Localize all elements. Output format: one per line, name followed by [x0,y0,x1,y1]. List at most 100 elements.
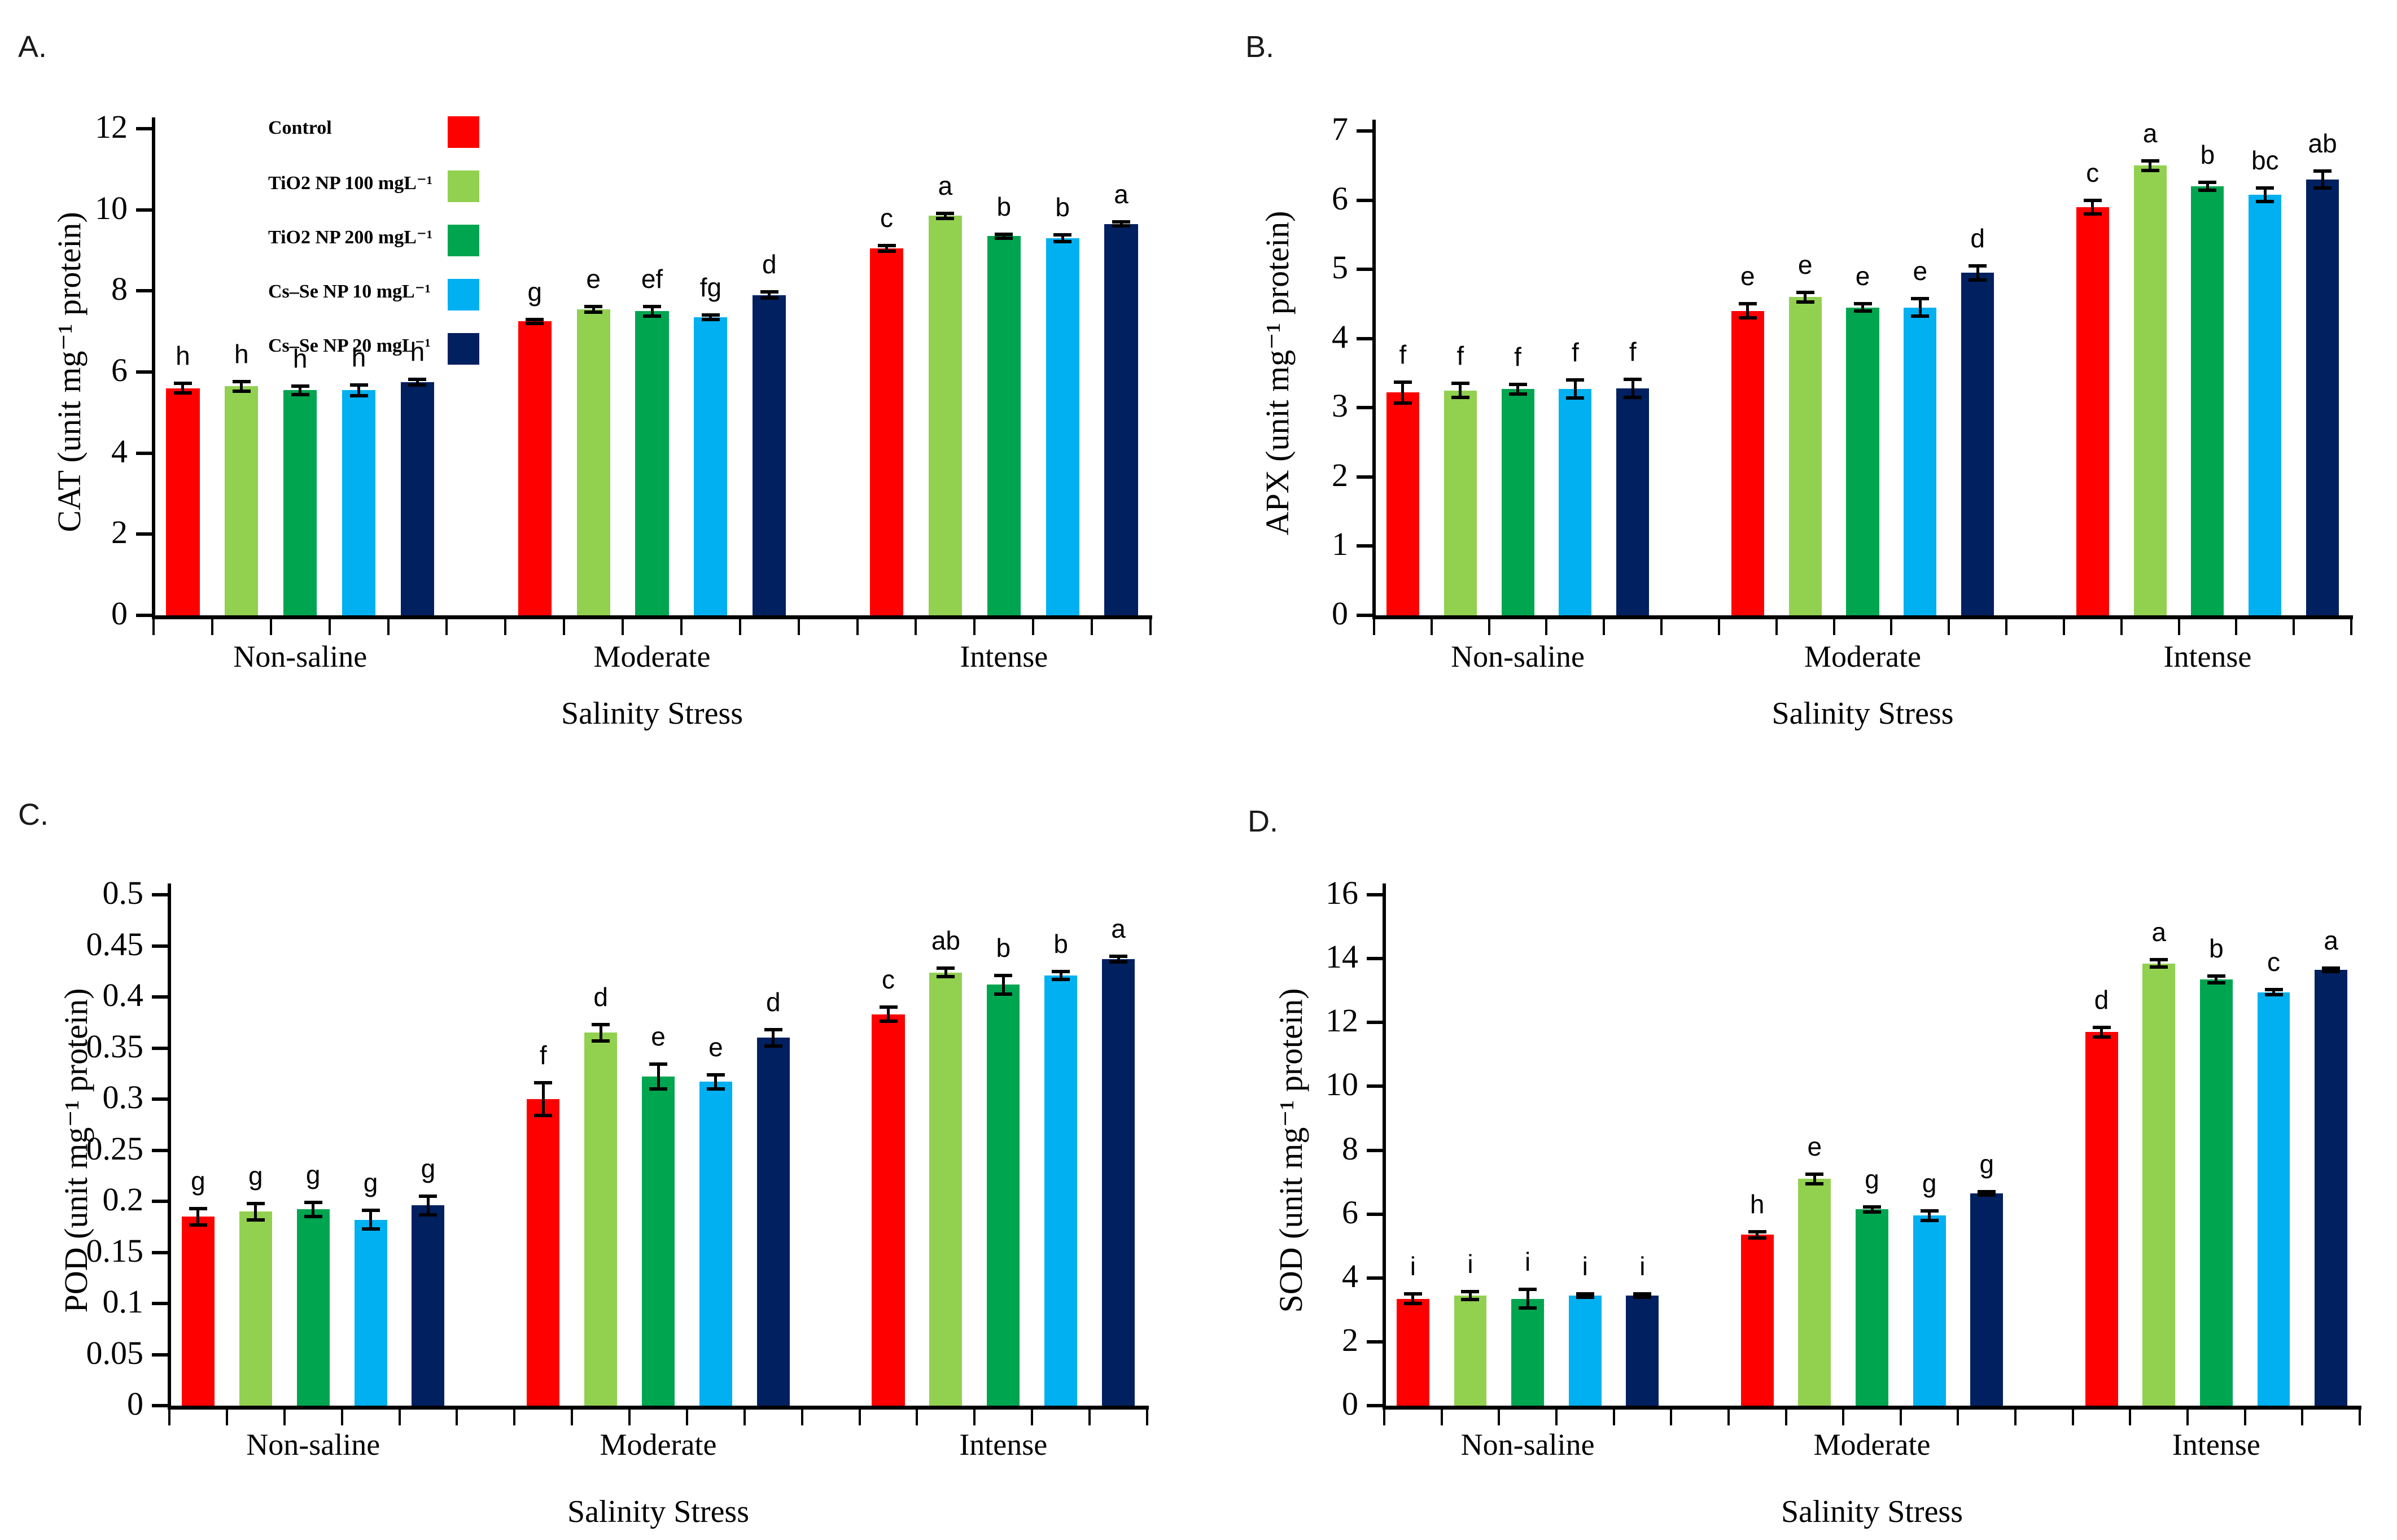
error-bar-cap [1978,1193,1996,1197]
bar [1856,1209,1888,1406]
error-bar-cap [1805,1182,1824,1185]
y-tick [136,289,154,293]
bar [2257,992,2290,1406]
significance-letter: i [1524,1246,1531,1276]
error-bar [1631,379,1634,397]
error-bar [357,384,361,396]
bar [181,1217,215,1406]
error-bar-cap [1112,220,1131,224]
error-bar [426,1196,430,1215]
y-tick-label: 10 [95,189,128,226]
bar [1798,1179,1831,1406]
error-bar-cap [879,1020,898,1023]
bar [2249,194,2282,615]
y-tick-label: 0.5 [102,874,144,911]
error-bar [415,379,419,385]
error-bar [1870,1206,1874,1212]
error-bar-cap [1624,395,1642,399]
y-axis-line [1372,120,1376,615]
x-tick [513,1410,516,1425]
y-tick-label: 0 [111,595,128,632]
y-tick [152,1250,169,1254]
y-tick [136,614,154,617]
x-tick [685,1410,688,1425]
x-tick [1373,619,1375,635]
x-axis-title: Salinity Stress [567,1494,750,1529]
error-bar-cap [760,296,778,300]
y-tick-label: 2 [1332,456,1348,493]
y-tick-label: 0.15 [86,1232,144,1269]
y-tick-label: 6 [111,352,128,388]
significance-letter: d [593,982,608,1012]
error-bar-cap [419,1194,438,1198]
error-bar [2272,989,2276,995]
error-bar-cap [173,382,192,386]
error-bar [709,315,712,320]
significance-letter: d [762,250,777,279]
error-bar-cap [2256,200,2274,204]
error-bar-cap [592,1039,610,1043]
error-bar-cap [2198,180,2217,184]
error-bar-cap [2141,159,2159,163]
error-bar-cap [2083,198,2102,202]
x-tick [2005,619,2008,635]
error-bar-cap [1969,264,1987,268]
error-bar-cap [1566,396,1585,400]
significance-letter: a [1111,913,1126,943]
error-bar [1928,1210,1931,1220]
x-tick [973,619,976,635]
error-bar-cap [649,1062,667,1066]
y-tick-label: 0 [127,1385,143,1422]
x-tick [1717,619,1720,635]
legend-label: Cs–Se NP 20 mgL⁻¹ [268,335,431,356]
error-bar [1573,380,1577,399]
error-bar-cap [1461,1297,1480,1301]
x-tick [2235,619,2238,635]
bar [635,311,669,615]
x-tick [1784,1410,1787,1425]
error-bar [1001,975,1005,994]
x-category-label: Moderate [600,1428,717,1462]
error-bar-cap [1451,395,1469,399]
legend-label: TiO2 NP 100 mgL⁻¹ [268,173,433,194]
error-bar [943,213,947,218]
error-bar-cap [1403,1302,1422,1305]
y-tick [152,893,169,896]
y-tick [1367,957,1384,961]
error-bar [1459,383,1462,397]
significance-letter: i [1639,1252,1646,1281]
error-bar [768,292,771,298]
x-tick [1440,1410,1443,1425]
error-bar-cap [2092,1035,2111,1039]
y-tick-label: 6 [1332,180,1348,217]
x-tick [387,619,390,635]
significance-letter: b [996,191,1012,221]
x-tick [1775,619,1778,635]
error-bar [1813,1174,1816,1184]
error-bar-cap [995,232,1013,236]
error-bar-cap [534,1081,553,1085]
x-tick [1146,1410,1148,1425]
bar [869,248,904,615]
bar [2306,179,2339,615]
y-tick-label: 0.3 [102,1079,144,1115]
x-category-label: Moderate [1813,1428,1931,1462]
error-bar-cap [1508,382,1527,386]
y-tick-label: 4 [111,432,128,470]
x-tick [1088,1410,1091,1425]
y-tick [1357,614,1374,617]
bar [2076,207,2109,615]
bar [1904,307,1937,615]
error-bar-cap [764,1044,782,1048]
bar [400,382,435,615]
bar [1731,310,1764,615]
bar [1511,1298,1545,1406]
significance-letter: b [1053,929,1068,959]
x-tick [1899,1410,1902,1425]
x-tick [2177,619,2180,635]
error-bar [1756,1231,1759,1239]
error-bar [1002,234,1005,238]
y-tick [1367,1212,1384,1216]
bar [987,985,1020,1406]
significance-letter: i [1467,1249,1473,1279]
